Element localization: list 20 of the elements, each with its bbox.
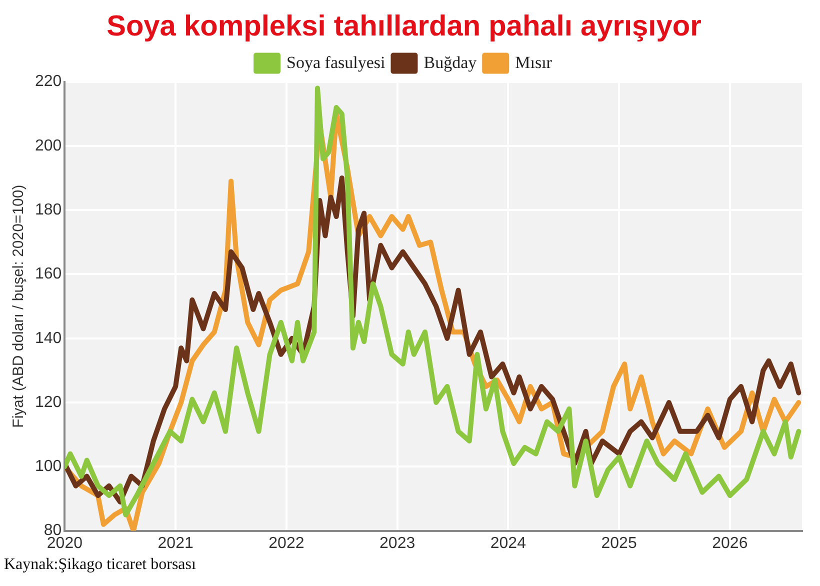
x-tick-label: 2026 <box>712 534 748 552</box>
y-tick-label: 120 <box>34 394 62 411</box>
y-tick-label: 220 <box>34 73 62 90</box>
x-tick-label: 2023 <box>380 534 416 552</box>
y-tick-label: 180 <box>34 201 62 218</box>
y-axis-title: Fiyat (ABD doları / buşel: 2020=100) <box>10 184 28 428</box>
y-tick-label: 140 <box>34 330 62 347</box>
chart-title: Soya kompleksi tahıllardan pahalı ayrışıyor <box>106 10 702 42</box>
x-tick-label: 2022 <box>268 534 304 552</box>
x-tick-label: 2025 <box>601 534 637 552</box>
text: Kaynak:Şikago ticaret borsası <box>3 556 197 574</box>
y-tick-label: 160 <box>34 266 62 283</box>
legend-label: Buğday <box>424 52 478 72</box>
x-tick-label: 2020 <box>46 534 83 552</box>
legend-label: Mısır <box>515 52 552 72</box>
y-tick-label: 100 <box>34 458 62 476</box>
y-tick-label: 200 <box>34 137 62 154</box>
x-tick-label: 2021 <box>158 534 194 552</box>
legend-label: Soya fasulyesi <box>286 52 386 72</box>
x-tick-label: 2024 <box>490 534 526 552</box>
